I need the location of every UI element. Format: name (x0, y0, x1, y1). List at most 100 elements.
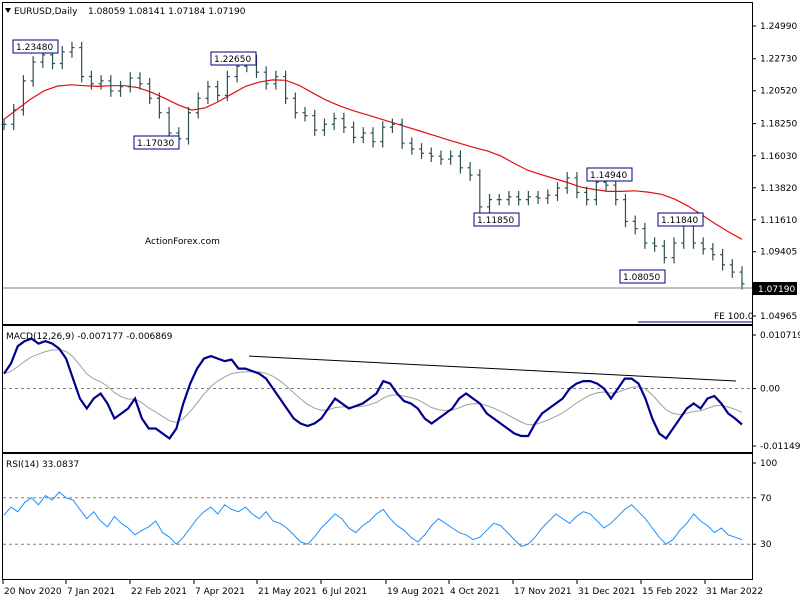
price-bar (370, 127, 376, 148)
time-tick-label: 31 Dec 2021 (578, 587, 636, 597)
price-bar (331, 112, 337, 131)
time-tick-label: 15 Feb 2022 (642, 587, 698, 597)
price-bar (88, 70, 94, 90)
price-bar (438, 150, 444, 165)
price-bar (613, 179, 619, 206)
chart-symbol-title: EURUSD,Daily (14, 7, 78, 17)
price-annotation: 1.17030 (133, 135, 180, 150)
price-bar (729, 259, 735, 278)
price-bar (360, 127, 366, 144)
price-bar (516, 190, 522, 206)
price-bar (525, 190, 531, 206)
price-bar (30, 56, 36, 87)
time-tick-label: 7 Jan 2021 (67, 587, 115, 597)
price-tick-label: 1.11610 (760, 216, 797, 226)
price-bar (535, 190, 541, 204)
macd-main-line (3, 337, 743, 441)
price-bar (496, 193, 502, 206)
moving-average (3, 79, 743, 240)
price-annotation: 1.11850 (473, 212, 520, 227)
chart-ohlc-values: 1.08059 1.08141 1.07184 1.07190 (88, 7, 246, 17)
price-annotation: 1.11840 (657, 212, 704, 227)
rsi-title: RSI(14) 33.0837 (6, 460, 79, 470)
current-price-label: 1.07190 (758, 285, 795, 295)
price-bar (380, 121, 386, 148)
price-annotation-box (586, 167, 633, 182)
current-price-box (753, 282, 797, 295)
price-bar (700, 237, 706, 255)
price-annotation-label: 1.11840 (661, 216, 698, 226)
time-tick-label: 4 Oct 2021 (450, 587, 500, 597)
price-bar (419, 143, 425, 160)
rsi-tick-label: 70 (760, 494, 772, 504)
price-annotation-box (210, 51, 257, 66)
price-bar (622, 193, 628, 228)
price-annotation-label: 1.11850 (477, 216, 514, 226)
price-bar (186, 106, 191, 145)
price-bar (98, 75, 104, 90)
price-bar (448, 150, 454, 165)
fib-level-label: FE 100.0 (714, 312, 754, 322)
price-tick-label: 1.24990 (760, 22, 797, 32)
price-tick-label: 1.20520 (760, 87, 797, 97)
time-axis: 20 Nov 2020 7 Jan 2021 22 Feb 2021 7 Apr 20… (2, 580, 763, 597)
price-bar (127, 72, 133, 93)
price-bar (477, 169, 483, 213)
price-bar (671, 237, 677, 264)
price-bar (739, 266, 745, 290)
price-bar (487, 193, 493, 213)
price-annotation: 1.14940 (586, 167, 633, 182)
price-bar (312, 109, 318, 136)
price-bar (108, 75, 114, 97)
price-annotation-box (473, 212, 520, 227)
price-bar (564, 172, 570, 194)
price-bar (584, 186, 590, 206)
price-bar (661, 240, 667, 264)
price-tick-label: 1.22730 (760, 55, 797, 65)
price-bar (467, 161, 473, 181)
price-bar (574, 172, 580, 199)
price-bar (632, 215, 638, 235)
price-bar (69, 41, 75, 58)
price-bar (195, 92, 201, 119)
price-bar (205, 80, 211, 105)
price-annotation-box (619, 269, 666, 284)
price-bar (273, 70, 279, 90)
rsi-line (3, 491, 743, 548)
price-annotation-label: 1.08050 (623, 273, 660, 283)
time-tick-label: 21 May 2021 (258, 587, 317, 597)
price-annotation-box (12, 39, 59, 54)
price-bar (341, 112, 347, 134)
price-bar (642, 222, 648, 249)
price-bar (166, 106, 172, 139)
collapse-arrow-icon (5, 8, 11, 13)
price-bar (59, 46, 65, 70)
price-annotation: 1.22650 (210, 51, 257, 66)
macd-signal-line (3, 349, 743, 426)
price-bar (351, 121, 357, 144)
macd-tick-label: -0.011499 (760, 442, 800, 452)
macd-tick-label: 0.010719 (760, 331, 800, 341)
price-bar (79, 41, 85, 83)
price-bar (457, 150, 463, 174)
price-bar (224, 70, 230, 102)
price-bar (263, 66, 269, 90)
price-bar (11, 104, 17, 131)
price-bar (399, 118, 405, 149)
price-tick-label: 1.18250 (760, 120, 797, 130)
price-annotation: 1.08050 (619, 269, 666, 284)
price-bar (652, 237, 658, 252)
price-annotation-label: 1.22650 (214, 55, 251, 65)
price-annotation: 1.23480 (12, 39, 59, 54)
fib-level: FE 100.0 (638, 312, 754, 323)
price-bar (720, 248, 726, 271)
price-bar (428, 147, 434, 162)
price-tick-label: 1.16030 (760, 152, 797, 162)
price-tick-label: 1.13820 (760, 184, 797, 194)
rsi-series-line (3, 491, 743, 548)
price-bar (20, 75, 26, 116)
price-bar (555, 182, 560, 202)
time-tick-label: 7 Apr 2021 (195, 587, 245, 597)
rsi-tick-label: 30 (760, 540, 772, 550)
